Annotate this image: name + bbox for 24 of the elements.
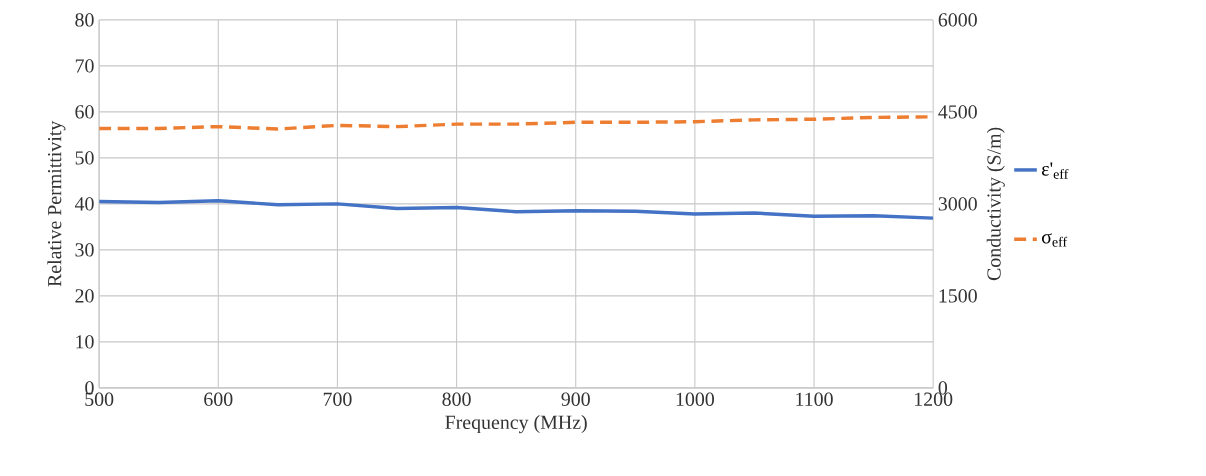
x-axis-title: Frequency (MHz) xyxy=(445,414,587,433)
x-tick-label: 600 xyxy=(204,392,233,406)
y2-tick-label: 4500 xyxy=(938,105,977,119)
y-tick-label: 10 xyxy=(76,334,94,349)
x-tick-label: 700 xyxy=(323,392,352,406)
y2-tick-label: 3000 xyxy=(938,196,977,211)
y-tick-label: 60 xyxy=(75,105,94,119)
y-tick-label: 30 xyxy=(75,242,94,257)
y-axis-title: Relative Permittivity xyxy=(47,120,66,287)
y-tick-label: 70 xyxy=(75,59,94,73)
x-tick-label: 1100 xyxy=(796,392,833,406)
y-tick-label: 50 xyxy=(75,151,94,165)
y-tick-label: 40 xyxy=(74,196,94,211)
y-tick-label: 20 xyxy=(75,288,94,303)
line-series xyxy=(99,198,934,220)
y2-tick-label: 1500 xyxy=(939,288,977,303)
legend-label: σ$_{eff}$ xyxy=(1041,232,1068,247)
x-tick-label: 800 xyxy=(442,392,471,406)
y-tick-label: 80 xyxy=(75,13,94,27)
legend-label: ε'$_{eff}$ xyxy=(1041,162,1069,179)
y2-axis-title: Conductivity (S/m) xyxy=(986,127,1005,280)
x-tick-label: 1000 xyxy=(676,392,715,406)
x-tick-label: 900 xyxy=(561,392,590,406)
y2-tick-label: 6000 xyxy=(938,13,977,27)
